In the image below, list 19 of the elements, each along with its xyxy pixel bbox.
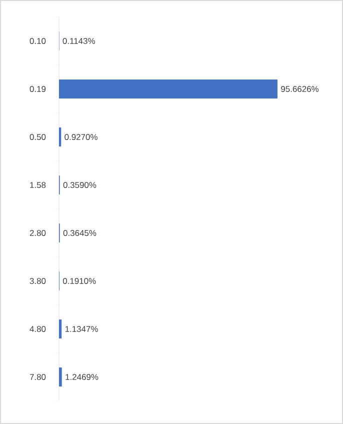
bar [59,368,62,387]
data-label: 0.9270% [64,134,98,140]
y-tick-label: 7.80 [30,374,46,380]
y-tick-label: 3.80 [30,278,46,284]
data-label: 0.1910% [62,278,96,284]
data-label: 1.2469% [66,374,98,380]
data-label: 0.3645% [63,230,96,236]
y-tick-label: 0.19 [30,86,46,92]
data-label: 1.1347% [65,326,98,332]
data-label: 95.6626% [281,86,319,92]
y-tick-label: 0.10 [30,38,46,44]
y-tick-label: 1.58 [30,182,46,188]
y-tick-label: 2.80 [30,230,46,236]
data-label: 0.1143% [62,38,95,44]
data-label: 0.3590% [63,182,96,188]
y-tick-label: 0.50 [30,134,46,140]
bar [59,80,278,99]
y-tick-label: 4.80 [30,326,46,332]
bar [59,320,62,339]
